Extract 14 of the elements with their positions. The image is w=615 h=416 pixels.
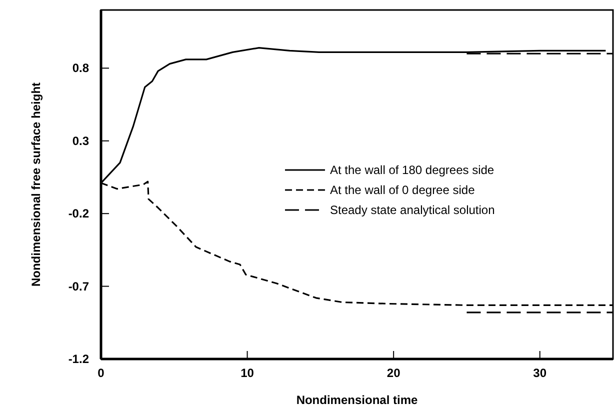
x-tick-label: 20: [386, 366, 401, 380]
x-axis-title: Nondimensional time: [296, 393, 418, 407]
y-tick-label: -1.2: [68, 352, 90, 366]
x-tick-label: 30: [533, 366, 547, 380]
y-tick-label: -0.7: [68, 279, 90, 294]
x-tick-label: 10: [240, 366, 254, 380]
y-tick-label: 0.3: [72, 134, 90, 148]
y-tick-label: -0.2: [68, 206, 90, 221]
legend-label: At the wall of 0 degree side: [330, 183, 476, 197]
y-axis-title: Nondimensional free surface height: [29, 82, 43, 287]
legend-label: Steady state analytical solution: [330, 203, 495, 217]
x-tick-label: 0: [98, 366, 105, 380]
legend-label: At the wall of 180 degrees side: [330, 163, 494, 177]
y-tick-label: 0.8: [72, 61, 90, 76]
